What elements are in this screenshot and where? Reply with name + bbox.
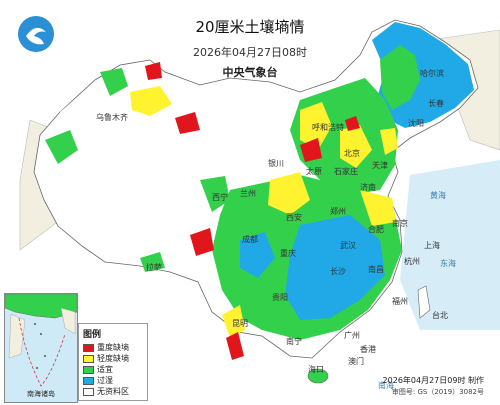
legend-swatch — [83, 376, 94, 385]
city-label: 兰州 — [240, 189, 256, 198]
region-severe-north-2 — [345, 116, 360, 131]
legend-swatch — [83, 365, 94, 374]
legend-label: 过湿 — [97, 376, 113, 385]
city-label: 郑州 — [330, 207, 346, 216]
region-dry-xj-1 — [130, 86, 172, 116]
region-nodata-xinjiang — [60, 64, 162, 128]
region-dry-north-1 — [300, 102, 332, 150]
region-severe-sc — [190, 228, 214, 256]
city-label: 长沙 — [330, 267, 346, 276]
region-dry-north-2 — [340, 125, 372, 168]
city-label: 长春 — [428, 99, 444, 108]
region-dry-central — [268, 172, 310, 215]
region-dry-north-3 — [380, 128, 398, 155]
legend-swatch — [83, 343, 94, 352]
city-label: 杭州 — [404, 257, 420, 266]
region-dry-yn — [222, 305, 245, 338]
city-label: 济南 — [360, 183, 376, 192]
city-label: 合肥 — [368, 225, 384, 234]
city-label: 重庆 — [280, 249, 296, 258]
legend-item: 过湿 — [83, 375, 147, 386]
region-severe-xj — [145, 62, 162, 80]
city-label: 成都 — [242, 235, 258, 244]
city-label: 昆明 — [232, 319, 248, 328]
city-label: 乌鲁木齐 — [96, 113, 128, 122]
region-suitable-northeast — [380, 45, 420, 110]
city-label: 银川 — [268, 159, 284, 168]
legend-item: 无资料区 — [83, 386, 147, 397]
south-china-sea-inset: 南海诸岛 — [4, 293, 78, 403]
legend-item: 轻度缺墒 — [83, 353, 147, 364]
taiwan-island — [417, 285, 431, 319]
legend-swatch — [83, 354, 94, 363]
city-label: 武汉 — [340, 241, 356, 250]
city-label: 沈阳 — [408, 119, 424, 128]
city-label: 上海 — [424, 241, 440, 250]
region-wet-sw — [240, 232, 275, 278]
sea-label: 南海 — [378, 381, 394, 390]
cma-logo — [18, 16, 54, 52]
inset-map — [5, 294, 77, 387]
city-label: 呼和浩特 — [312, 123, 344, 132]
hainan-island — [307, 368, 329, 384]
city-label: 石家庄 — [334, 167, 358, 176]
map-issuer: 中央气象台 — [222, 66, 278, 79]
city-label: 贵阳 — [272, 293, 288, 302]
city-label: 西宁 — [212, 193, 228, 202]
city-label: 哈尔滨 — [420, 69, 444, 78]
region-severe-xj-2 — [175, 112, 200, 134]
sea-label: 东海 — [440, 259, 456, 268]
region-suitable-qh — [200, 176, 230, 212]
city-label: 太原 — [306, 167, 322, 176]
city-label: 北京 — [344, 149, 360, 158]
map-legend: 图例 重度缺墒 轻度缺墒 适宜 过湿 无资料区 — [78, 323, 148, 401]
city-label: 香港 — [360, 345, 376, 354]
review-number: 审图号: GS（2019）3082号 — [391, 388, 484, 396]
legend-item: 重度缺墒 — [83, 342, 147, 353]
region-severe-yn — [226, 332, 244, 360]
legend-label: 轻度缺墒 — [97, 354, 129, 363]
region-severe-north-1 — [300, 138, 322, 162]
map-title: 20厘米土壤墒情 — [195, 18, 305, 36]
city-label: 福州 — [392, 297, 408, 306]
region-wet-south — [285, 215, 385, 320]
region-suitable-xj-1 — [100, 68, 128, 96]
city-label: 南昌 — [368, 265, 384, 274]
sea-label: 黄海 — [430, 191, 446, 200]
region-suitable-tibet — [140, 252, 165, 272]
city-label: 拉萨 — [146, 263, 162, 272]
city-label: 西安 — [286, 213, 302, 222]
city-label: 南宁 — [286, 337, 302, 346]
legend-label: 重度缺墒 — [97, 343, 129, 352]
legend-label: 无资料区 — [97, 387, 129, 396]
east-sea-area — [400, 160, 500, 330]
city-label: 澳门 — [348, 357, 364, 366]
map-datetime: 2026年04月27日08时 — [193, 46, 307, 59]
inset-label: 南海诸岛 — [27, 390, 55, 398]
production-time: 2026年04月27日09时 制作 — [382, 376, 484, 385]
region-dry-east — [360, 190, 396, 226]
region-suitable-xj-2 — [45, 130, 78, 164]
legend-title: 图例 — [83, 330, 102, 340]
city-label: 海口 — [308, 365, 324, 374]
city-label: 广州 — [344, 331, 360, 340]
legend-label: 适宜 — [97, 365, 113, 374]
legend-item: 适宜 — [83, 364, 147, 375]
city-label: 南京 — [392, 219, 408, 228]
legend-swatch — [83, 387, 94, 396]
city-label: 天津 — [372, 161, 388, 170]
city-label: 台北 — [432, 311, 448, 320]
